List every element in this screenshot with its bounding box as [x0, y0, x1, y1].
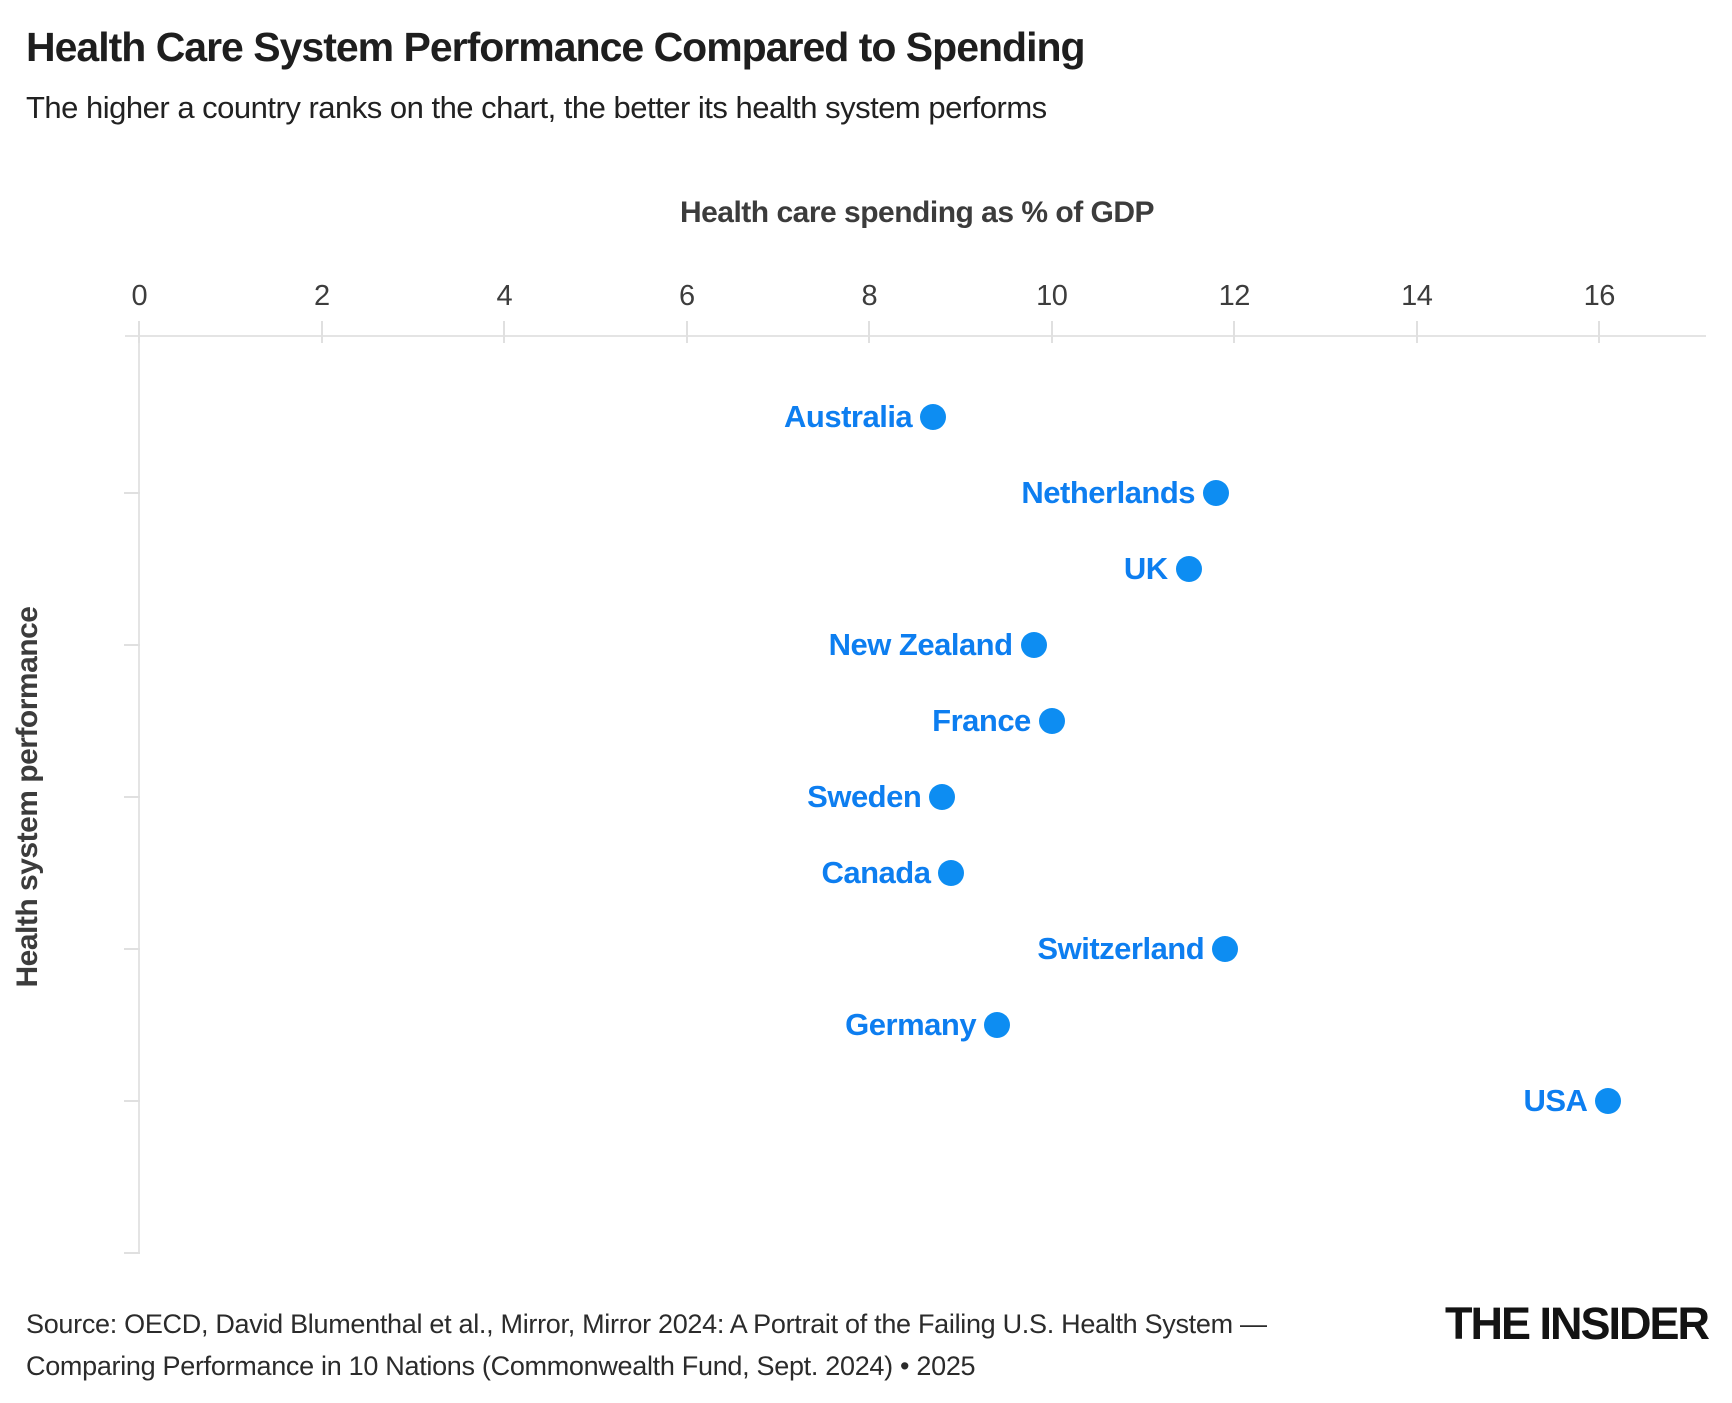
x-tick-label-4: 4 [496, 280, 513, 312]
source-line-2: Comparing Performance in 10 Nations (Com… [26, 1351, 976, 1381]
x-tick-label-2: 2 [313, 280, 330, 312]
point-label-usa: USA [1523, 1083, 1588, 1118]
point-label-switzerland: Switzerland [1037, 930, 1205, 966]
x-tick-label-8: 8 [861, 280, 878, 312]
y-tick-rank-2 [124, 491, 140, 494]
source-note: Source: OECD, David Blumenthal et al., M… [26, 1303, 1267, 1387]
page-subtitle: The higher a country ranks on the chart,… [26, 90, 1047, 125]
x-tick-4 [503, 321, 506, 343]
point-label-uk: UK [1123, 550, 1168, 586]
point-label-netherlands: Netherlands [1021, 474, 1196, 510]
point-label-france: France [932, 702, 1031, 738]
x-tick-label-10: 10 [1036, 280, 1068, 312]
y-axis-title: Health system performance [11, 606, 44, 988]
y-tick-rank-8 [124, 947, 140, 950]
x-tick-label-12: 12 [1218, 280, 1251, 312]
x-tick-10 [1050, 321, 1053, 343]
y-tick-rank-10 [124, 1100, 140, 1102]
x-tick-label-16: 16 [1583, 280, 1616, 312]
x-axis-line [125, 335, 1706, 337]
data-point-switzerland [1212, 935, 1239, 962]
y-tick-rank-6 [124, 795, 140, 798]
publisher-logo: THE INSIDER [1444, 1298, 1710, 1349]
x-tick-16 [1598, 321, 1601, 343]
x-tick-label-6: 6 [678, 280, 695, 312]
data-point-usa [1595, 1088, 1622, 1114]
data-point-australia [920, 403, 947, 430]
source-line-1: Source: OECD, David Blumenthal et al., M… [26, 1309, 1267, 1339]
x-tick-label-0: 0 [131, 280, 148, 312]
x-tick-8 [868, 321, 871, 343]
x-tick-6 [685, 321, 688, 343]
data-point-sweden [929, 783, 956, 810]
point-label-sweden: Sweden [807, 778, 922, 814]
data-point-netherlands [1203, 479, 1230, 506]
point-label-germany: Germany [845, 1006, 977, 1042]
point-label-new-zealand: New Zealand [828, 626, 1014, 662]
y-tick-rank-4 [124, 643, 140, 646]
x-tick-12 [1233, 321, 1236, 343]
x-axis-title: Health care spending as % of GDP [679, 196, 1155, 229]
data-point-uk [1175, 555, 1202, 582]
x-tick-2 [320, 321, 323, 343]
x-tick-label-14: 14 [1401, 280, 1433, 312]
data-point-canada [938, 859, 965, 886]
y-axis-line [138, 335, 140, 1254]
point-label-canada: Canada [821, 854, 931, 890]
y-tick-rank-12 [124, 1252, 140, 1255]
data-point-new-zealand [1020, 631, 1047, 658]
page-title: Health Care System Performance Compared … [26, 24, 1086, 70]
x-tick-14 [1415, 321, 1418, 343]
point-label-australia: Australia [784, 398, 913, 434]
x-tick-0 [138, 321, 141, 343]
data-point-germany [984, 1011, 1011, 1038]
data-point-france [1038, 707, 1065, 734]
